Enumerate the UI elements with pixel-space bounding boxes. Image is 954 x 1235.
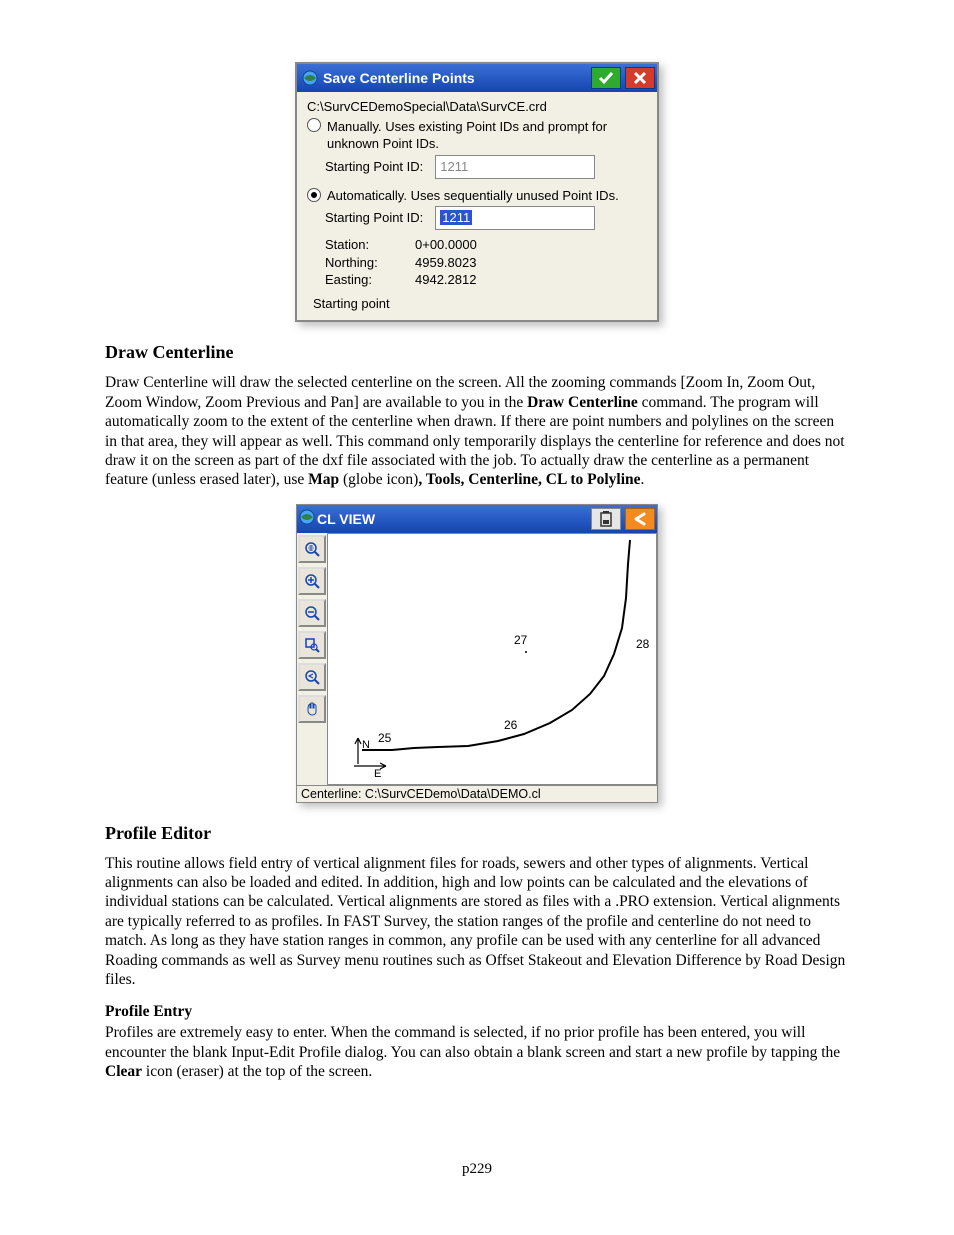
manual-start-id-label: Starting Point ID: [325,158,423,176]
zoom-in-icon[interactable] [298,567,326,595]
text: Clear [105,1063,142,1080]
zoom-extents-icon[interactable] [298,535,326,563]
auto-start-id-input[interactable]: 1211 [435,206,595,230]
northing-value: 4959.8023 [415,254,476,272]
point-25-label: 25 [378,731,392,745]
footer-label: Starting point [313,295,647,313]
zoom-window-icon[interactable] [298,631,326,659]
profile-entry-paragraph: Profiles are extremely easy to enter. Wh… [105,1023,849,1081]
manual-radio[interactable] [307,118,321,132]
point-26-label: 26 [504,718,518,732]
auto-radio[interactable] [307,188,321,202]
dialog-body: C:\SurvCEDemoSpecial\Data\SurvCE.crd Man… [297,92,657,320]
northing-label: Northing: [325,254,415,272]
clview-titlebar: CL VIEW [297,505,657,533]
auto-radio-label: Automatically. Uses sequentially unused … [327,187,619,205]
easting-value: 4942.2812 [415,271,476,289]
profile-editor-heading: Profile Editor [105,823,849,844]
profile-entry-heading: Profile Entry [105,1003,849,1021]
save-centerline-dialog: Save Centerline Points C:\SurvCEDemoSpec… [295,62,659,322]
easting-label: Easting: [325,271,415,289]
dialog-title: Save Centerline Points [323,70,587,86]
station-label: Station: [325,236,415,254]
dialog-titlebar: Save Centerline Points [297,64,657,92]
map-canvas[interactable]: N E 25 26 27 28 [327,533,657,785]
app-icon [299,509,315,528]
draw-centerline-paragraph: Draw Centerline will draw the selected c… [105,373,849,489]
cl-view-window: CL VIEW N [296,504,658,803]
text: Draw Centerline [527,394,638,411]
cancel-button[interactable] [625,67,655,89]
battery-button[interactable] [591,508,621,530]
back-button[interactable] [625,508,655,530]
profile-editor-paragraph: This routine allows field entry of verti… [105,854,849,990]
point-28-label: 28 [636,637,650,651]
text: (globe icon) [339,471,418,488]
page-number: p229 [105,1161,849,1178]
svg-text:E: E [374,768,381,780]
text: Map [308,471,339,488]
pan-icon[interactable] [298,695,326,723]
clview-statusbar: Centerline: C:\SurvCEDemo\Data\DEMO.cl [297,785,657,802]
manual-start-id-input[interactable]: 1211 [435,155,595,179]
zoom-out-icon[interactable] [298,599,326,627]
manual-radio-label: Manually. Uses existing Point IDs and pr… [327,118,647,153]
auto-start-id-label: Starting Point ID: [325,209,423,227]
text: Profiles are extremely easy to enter. Wh… [105,1024,840,1060]
app-icon [301,69,319,87]
file-path-label: C:\SurvCEDemoSpecial\Data\SurvCE.crd [307,98,647,116]
text: icon (eraser) at the top of the screen. [142,1063,372,1080]
text: , Tools, Centerline, CL to Polyline [418,471,640,488]
text: . [641,471,645,488]
zoom-previous-icon[interactable] [298,663,326,691]
ok-button[interactable] [591,67,621,89]
tool-column [297,533,327,785]
point-27-label: 27 [514,633,528,647]
draw-centerline-heading: Draw Centerline [105,342,849,363]
svg-text:N: N [362,739,370,751]
station-value: 0+00.0000 [415,236,477,254]
clview-title: CL VIEW [315,511,587,527]
